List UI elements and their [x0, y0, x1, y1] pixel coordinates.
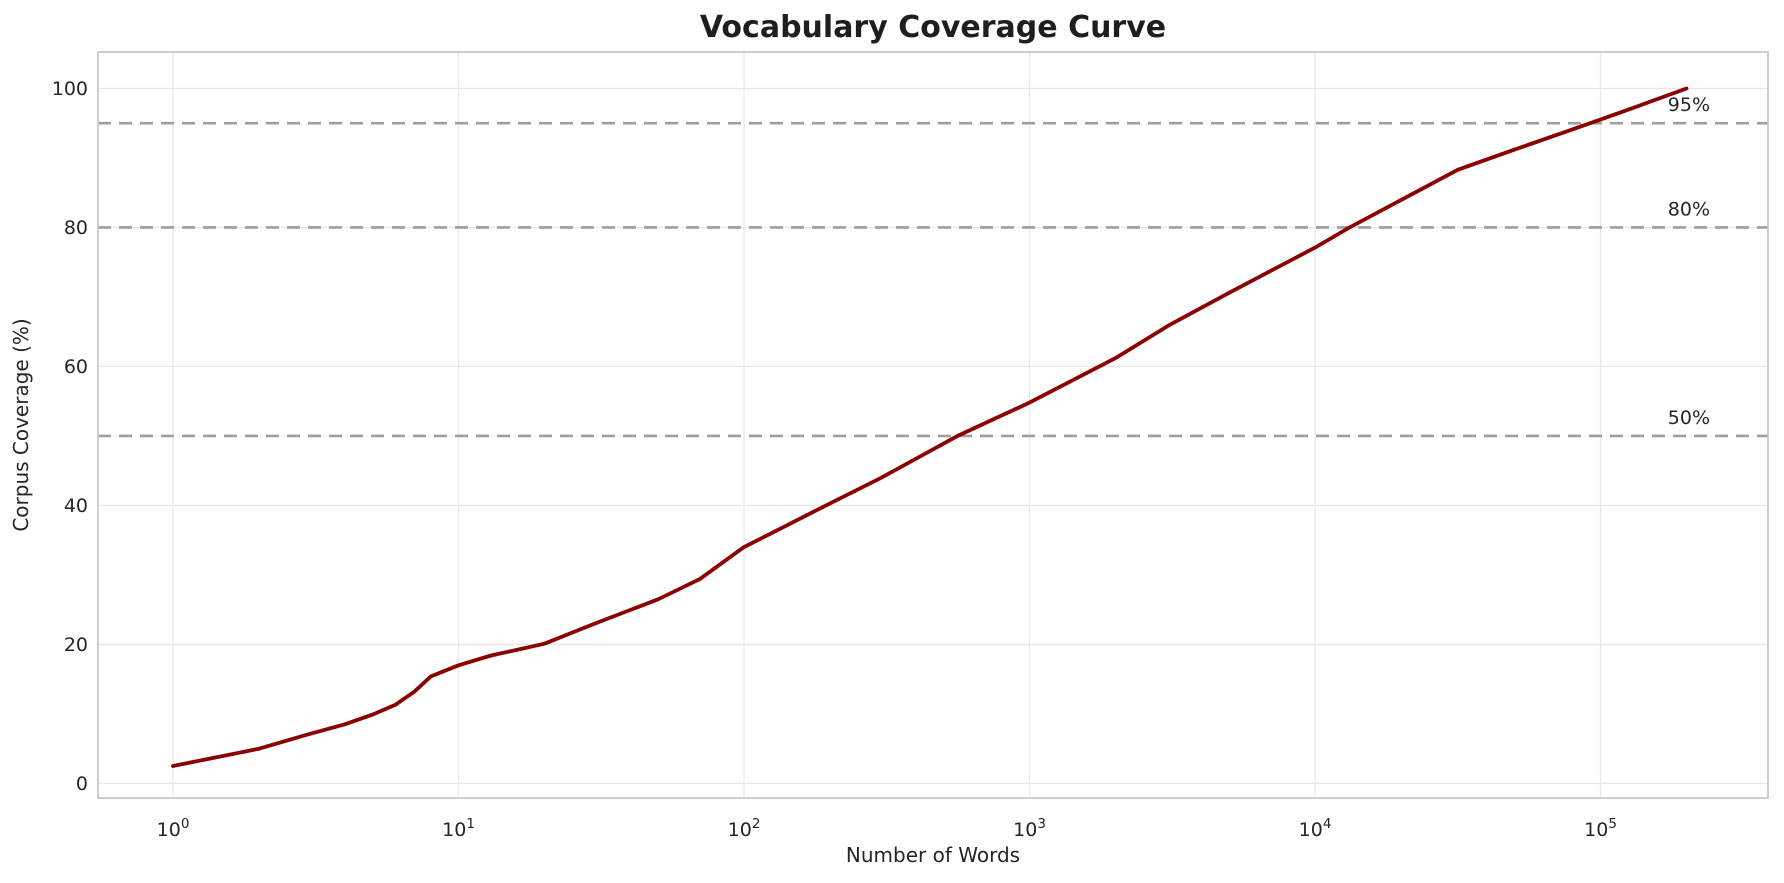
- series-line-vocabulary-coverage: [171, 86, 1689, 768]
- y-tick-label: 0: [76, 773, 88, 795]
- y-tick-label: 60: [64, 356, 88, 378]
- x-tick-label: 104: [1299, 816, 1332, 841]
- reference-lines-layer: [98, 121, 1768, 438]
- y-tick-label: 80: [64, 217, 88, 239]
- reference-line-label: 80%: [1668, 198, 1710, 220]
- y-tick-label: 40: [64, 495, 88, 517]
- x-tick-label: 102: [728, 816, 761, 841]
- reference-line-label: 95%: [1668, 94, 1710, 116]
- x-tick-label: 103: [1013, 816, 1046, 841]
- y-tick-label: 100: [52, 78, 88, 100]
- x-axis-label: Number of Words: [845, 843, 1021, 867]
- x-tick-labels: 100 101 102 103 104 105: [157, 816, 1617, 841]
- reference-line-label: 50%: [1668, 407, 1710, 429]
- x-tick-label: 105: [1584, 816, 1617, 841]
- axes-spines: [97, 51, 1769, 799]
- x-tick-label: 101: [442, 816, 475, 841]
- y-tick-labels: 0 20 40 60 80 100: [52, 78, 88, 795]
- y-tick-label: 20: [64, 634, 88, 656]
- chart-title: Vocabulary Coverage Curve: [699, 10, 1167, 45]
- grid-layer: [98, 52, 1768, 798]
- x-tick-label: 100: [157, 816, 190, 841]
